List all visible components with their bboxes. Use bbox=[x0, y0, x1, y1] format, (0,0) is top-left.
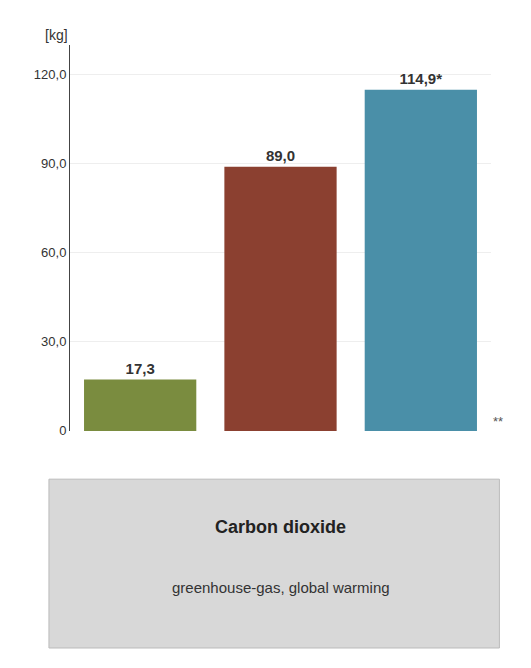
svg-text:120,0: 120,0 bbox=[34, 67, 67, 82]
svg-text:[kg]: [kg] bbox=[45, 27, 68, 43]
svg-text:114,9*: 114,9* bbox=[399, 70, 442, 87]
svg-text:89,0: 89,0 bbox=[266, 147, 295, 164]
svg-text:60,0: 60,0 bbox=[41, 245, 66, 260]
svg-text:greenhouse-gas, global warming: greenhouse-gas, global warming bbox=[172, 579, 390, 596]
svg-text:90,0: 90,0 bbox=[41, 156, 66, 171]
svg-text:**: ** bbox=[493, 414, 503, 429]
svg-text:Carbon dioxide: Carbon dioxide bbox=[215, 517, 346, 537]
svg-text:0: 0 bbox=[59, 423, 66, 438]
svg-text:30,0: 30,0 bbox=[41, 334, 66, 349]
svg-text:17,3: 17,3 bbox=[126, 360, 155, 377]
